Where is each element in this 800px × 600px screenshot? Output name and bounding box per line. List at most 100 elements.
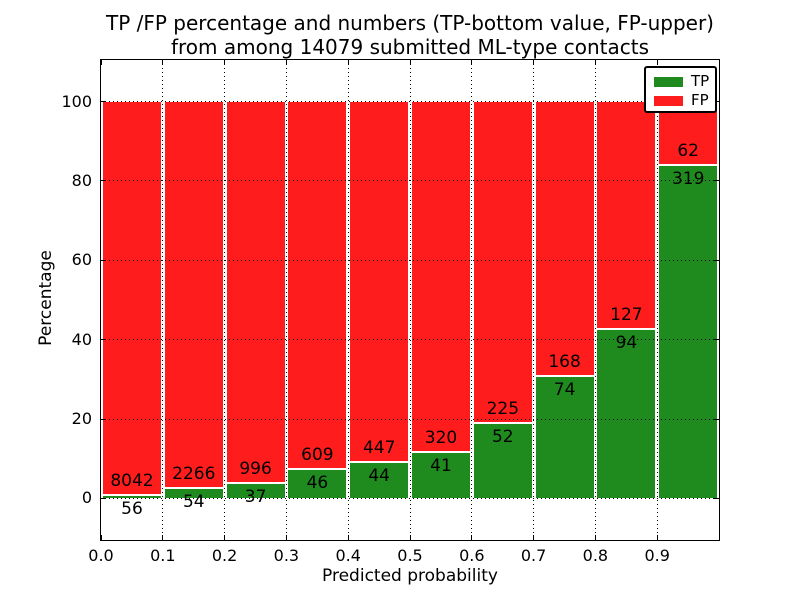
fp-count-label: 447 [362, 437, 396, 458]
tp-count-label: 54 [182, 492, 205, 513]
x-tick-label: 0.0 [88, 546, 114, 565]
tp-count-label: 37 [244, 487, 267, 508]
x-tick-label: 0.4 [335, 546, 361, 565]
fp-count-label: 168 [548, 352, 581, 373]
fp-legend-label: FP [691, 91, 709, 109]
fp-count-label: 225 [486, 398, 520, 419]
tp-count-label: 41 [430, 456, 452, 477]
fp-legend-swatch [654, 95, 683, 106]
bar-tp-segment [288, 470, 347, 499]
tick-mark [101, 497, 106, 499]
gridline-v [471, 60, 473, 540]
tick-mark [101, 101, 106, 103]
legend-entry-fp: FP [654, 92, 715, 109]
tick-mark [714, 418, 719, 420]
x-tick-label: 0.5 [397, 546, 423, 565]
tick-mark [533, 535, 535, 540]
tick-mark [347, 60, 349, 65]
chart-title-line2: from among 14079 submitted ML-type conta… [170, 35, 650, 59]
fp-count-label: 62 [677, 141, 699, 162]
tick-mark [656, 60, 658, 65]
bar-tp-segment [597, 329, 656, 499]
bar-tp-segment [350, 462, 409, 499]
gridline-v [285, 60, 287, 540]
bar-fp-segment [473, 101, 532, 424]
y-tick-label: 80 [71, 170, 92, 190]
bar-fp-segment [412, 101, 470, 454]
tick-mark [101, 418, 106, 420]
tp-count-label: 52 [491, 426, 514, 447]
x-tick-label: 0.9 [644, 546, 670, 565]
legend: TP FP [644, 66, 717, 113]
x-tick-label: 0.3 [273, 546, 300, 565]
tick-mark [714, 259, 719, 261]
gridline-v [347, 60, 349, 540]
tick-mark [471, 60, 473, 65]
tp-legend-swatch [654, 76, 683, 87]
gridline-v [224, 60, 226, 540]
tp-count-label: 94 [615, 332, 638, 353]
tp-count-label: 44 [368, 465, 390, 486]
fp-count-label: 996 [239, 459, 272, 480]
tp-legend-label: TP [691, 72, 710, 90]
x-tick-label: 0.7 [520, 546, 547, 565]
tick-mark [162, 60, 164, 65]
tick-mark [594, 535, 596, 540]
y-tick-label: 60 [71, 250, 92, 270]
tick-mark [101, 339, 106, 341]
tp-count-label: 46 [306, 473, 329, 494]
y-tick-label: 0 [81, 488, 92, 508]
tick-mark [594, 60, 596, 65]
tp-count-label: 319 [671, 169, 705, 190]
tick-mark [101, 259, 106, 261]
bar-tp-segment [659, 166, 718, 499]
tick-mark [224, 60, 226, 65]
gridline-v [594, 60, 596, 540]
tick-mark [285, 535, 287, 540]
x-tick-label: 0.1 [150, 546, 176, 565]
tick-mark [533, 60, 535, 65]
tick-mark [714, 497, 719, 499]
fp-count-label: 320 [424, 428, 458, 449]
gridline-v [162, 60, 164, 540]
y-tick-label: 20 [71, 409, 92, 428]
tick-mark [714, 339, 719, 341]
y-tick-label: 100 [61, 91, 92, 111]
tick-mark [100, 60, 102, 65]
gridline-v [656, 60, 658, 540]
chart-title: TP /FP percentage and numbers (TP-bottom… [101, 11, 719, 59]
x-tick-label: 0.2 [211, 546, 238, 565]
legend-entry-tp: TP [654, 73, 715, 90]
gridline-v [533, 60, 535, 540]
bar-tp-segment [535, 377, 594, 499]
x-tick-label: 0.8 [582, 546, 609, 565]
bar-tp-segment [164, 489, 223, 499]
bar-tp-segment [226, 484, 285, 499]
tick-mark [100, 535, 102, 540]
tick-mark [409, 535, 411, 540]
bar-tp-segment [412, 453, 470, 499]
y-tick-label: 40 [71, 329, 92, 349]
bar-fp-segment [350, 101, 409, 463]
tick-mark [656, 535, 658, 540]
plot-area: TP FP 8042 56 2266 54 996 37 609 46 447 44 320 41 22… [100, 59, 720, 541]
bar-fp-segment [597, 101, 656, 330]
tp-count-label: 56 [121, 498, 143, 519]
tick-mark [714, 180, 719, 182]
bar-tp-segment [103, 495, 161, 499]
bar-fp-segment [226, 101, 285, 485]
tick-mark [162, 535, 164, 540]
fp-count-label: 8042 [110, 470, 154, 491]
chart-title-line1: TP /FP percentage and numbers (TP-bottom… [106, 11, 714, 35]
fp-count-label: 127 [610, 304, 643, 325]
tick-mark [471, 535, 473, 540]
tick-mark [285, 60, 287, 65]
x-tick-label: 0.6 [459, 546, 485, 565]
tp-count-label: 74 [553, 380, 576, 401]
tick-mark [101, 180, 106, 182]
bar-fp-segment [535, 101, 594, 378]
x-axis-label: Predicted probability [322, 566, 498, 586]
bar-fp-segment [288, 101, 347, 471]
tick-mark [224, 535, 226, 540]
